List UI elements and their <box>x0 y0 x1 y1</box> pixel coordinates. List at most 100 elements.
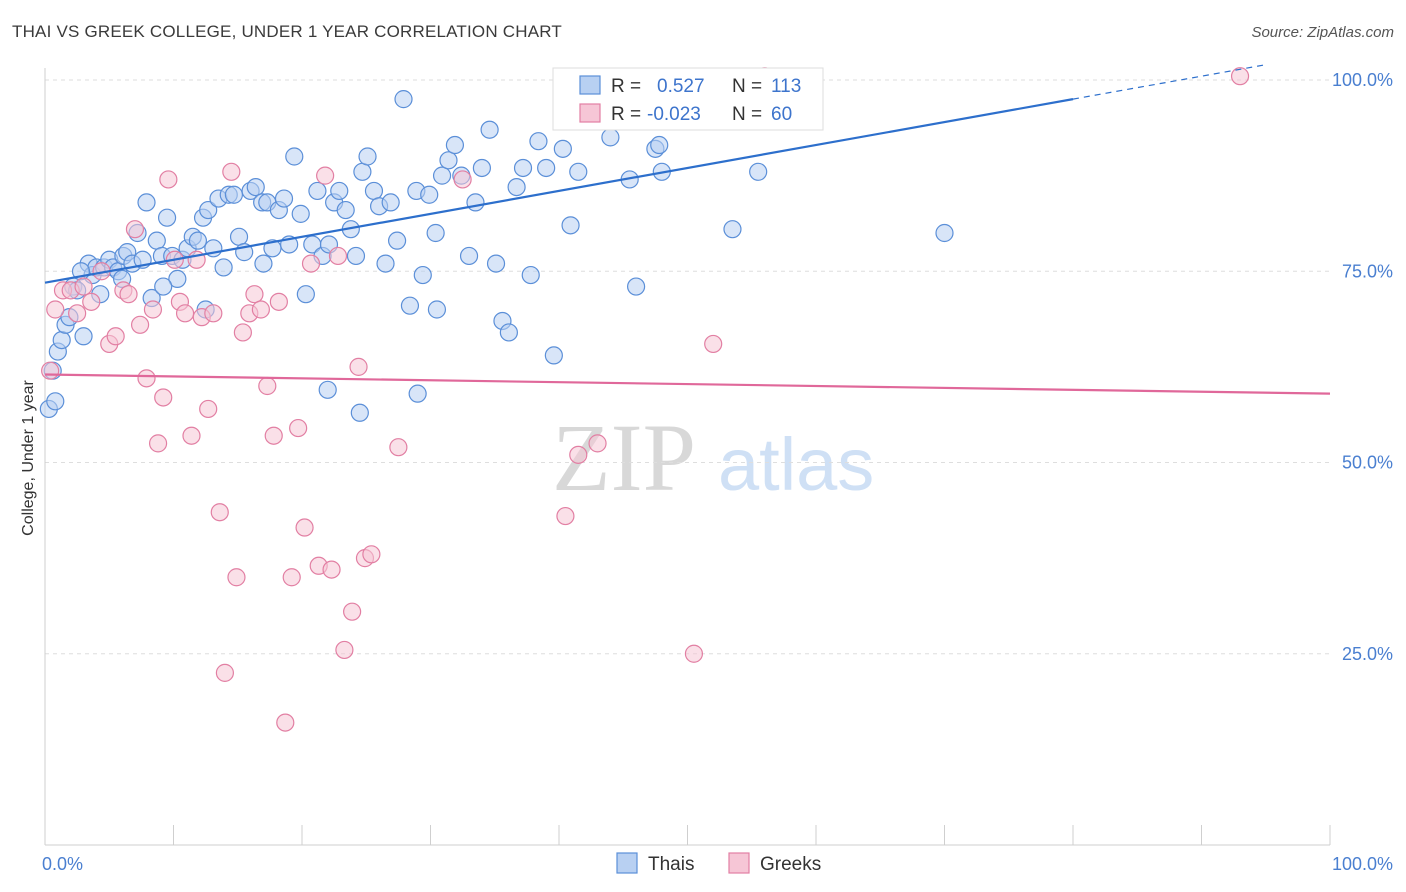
point-thais <box>537 158 556 178</box>
point-greeks <box>588 434 607 453</box>
legend-thais-n-label: N = <box>732 76 762 97</box>
point-greeks <box>130 315 150 334</box>
y-tick-labels: 25.0% 50.0% 75.0% 100.0% <box>1332 70 1393 664</box>
point-greeks <box>143 300 163 319</box>
point-thais <box>74 327 93 346</box>
point-greeks <box>343 602 362 621</box>
point-thais <box>427 300 447 319</box>
point-greeks <box>301 254 321 273</box>
point-thais <box>291 204 310 223</box>
legend-swatch-thais <box>579 75 601 95</box>
point-thais <box>486 254 506 273</box>
point-greeks <box>74 277 93 296</box>
point-greeks <box>258 376 277 396</box>
point-thais <box>408 384 427 403</box>
point-thais <box>553 139 572 158</box>
point-thais <box>353 162 372 181</box>
point-greeks <box>227 568 246 587</box>
point-greeks <box>362 545 381 564</box>
point-thais <box>544 346 563 365</box>
stats-legend: R = 0.527 N = 113 R = -0.023 N = 60 <box>552 67 824 131</box>
bottom-legend-swatch-greeks <box>728 852 750 874</box>
point-greeks <box>182 426 201 445</box>
point-greeks <box>159 170 178 189</box>
point-greeks <box>295 518 314 537</box>
point-greeks <box>328 246 348 266</box>
chart-title: THAI VS GREEK COLLEGE, UNDER 1 YEAR CORR… <box>12 22 563 41</box>
point-thais <box>650 135 669 155</box>
trend-line-thais <box>44 98 1074 284</box>
point-greeks <box>1230 67 1250 86</box>
legend-greeks-r-label: R = <box>611 104 641 125</box>
point-thais <box>413 265 432 285</box>
y-tick-label: 100.0% <box>1332 70 1393 90</box>
point-thais <box>364 181 384 201</box>
point-thais <box>626 277 646 296</box>
point-thais <box>935 223 954 243</box>
point-thais <box>46 392 65 411</box>
point-thais <box>246 178 265 197</box>
point-thais <box>507 178 526 197</box>
point-greeks <box>125 220 145 239</box>
point-thais <box>513 158 533 178</box>
point-greeks <box>322 560 341 579</box>
y-axis-title: College, Under 1 year <box>20 380 37 536</box>
point-thais <box>521 265 540 285</box>
point-thais <box>346 246 366 266</box>
point-thais <box>376 254 395 273</box>
point-greeks <box>82 292 101 311</box>
point-greeks <box>148 434 168 453</box>
point-greeks <box>154 388 173 407</box>
point-greeks <box>569 445 588 464</box>
point-thais <box>426 223 445 243</box>
point-thais <box>420 185 439 204</box>
point-greeks <box>245 285 264 304</box>
point-greeks <box>204 304 223 323</box>
y-tick-label: 50.0% <box>1342 453 1393 473</box>
x-tick-labels: 0.0% 100.0% <box>42 854 1393 874</box>
point-greeks <box>175 304 195 323</box>
point-thais <box>459 246 479 266</box>
series-legend: Thais Greeks <box>616 852 821 875</box>
point-thais <box>154 277 173 296</box>
point-thais <box>472 158 491 178</box>
legend-swatch-greeks <box>579 103 601 123</box>
point-thais <box>296 285 315 304</box>
point-thais <box>274 189 294 208</box>
legend-greeks-n-value: 60 <box>771 104 792 125</box>
point-greeks <box>276 713 295 732</box>
point-greeks <box>233 323 252 342</box>
point-thais <box>350 403 369 422</box>
point-greeks <box>199 399 218 419</box>
point-greeks <box>453 170 472 189</box>
point-thais <box>330 181 349 201</box>
point-thais <box>529 132 548 151</box>
point-thais <box>569 162 588 181</box>
legend-greeks-n-label: N = <box>732 104 762 125</box>
point-thais <box>168 269 187 288</box>
point-greeks <box>389 438 408 457</box>
point-greeks <box>46 300 65 319</box>
legend-thais-n-value: 113 <box>771 76 801 97</box>
point-thais <box>480 120 499 139</box>
point-thais <box>157 208 177 227</box>
point-greeks <box>222 162 241 181</box>
x-tick-label: 100.0% <box>1332 854 1393 874</box>
point-greeks <box>684 644 704 663</box>
point-thais <box>400 296 420 315</box>
point-thais <box>499 323 518 342</box>
point-thais <box>147 231 166 250</box>
point-thais <box>381 193 400 212</box>
watermark-atlas: atlas <box>718 423 874 506</box>
point-thais <box>224 185 243 204</box>
point-thais <box>439 151 458 170</box>
point-thais <box>358 147 377 166</box>
point-thais <box>214 258 233 277</box>
point-greeks <box>269 292 288 311</box>
point-thais <box>52 331 71 350</box>
point-greeks <box>106 327 125 346</box>
point-greeks <box>556 506 575 526</box>
point-greeks <box>41 361 60 380</box>
y-tick-label: 75.0% <box>1342 261 1393 281</box>
point-thais <box>749 162 768 181</box>
